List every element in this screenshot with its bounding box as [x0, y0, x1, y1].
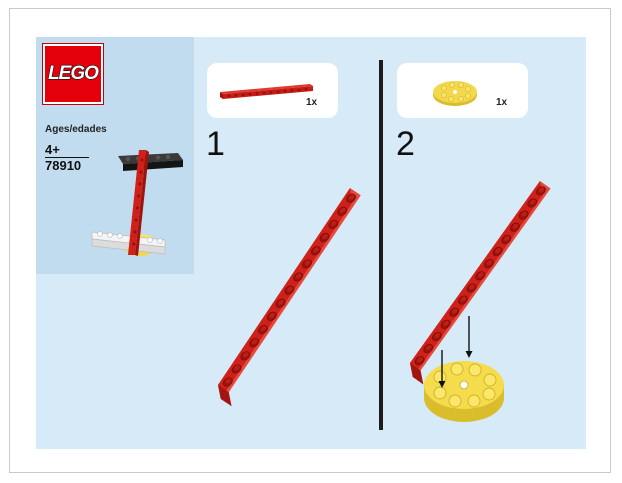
age-divider: [45, 157, 89, 158]
step-2-part-quantity: 1x: [496, 97, 508, 108]
step-1-parts-callout: 1x: [207, 63, 338, 118]
yellow-round-plate-part-icon: [433, 81, 477, 106]
lego-logo: LEGO: [42, 43, 104, 105]
step-1-number: 1: [206, 125, 225, 163]
step-2-parts-callout: 1x: [397, 63, 528, 118]
ages-label: Ages/edades: [45, 124, 107, 135]
set-number: 78910: [45, 158, 82, 173]
age-value: 4+: [45, 142, 60, 157]
step-1-part-quantity: 1x: [306, 97, 318, 108]
red-beam-part-icon: [220, 84, 313, 99]
step-2-number: 2: [396, 125, 415, 163]
step-divider: [379, 60, 383, 430]
logo-text: LEGO: [47, 62, 99, 84]
